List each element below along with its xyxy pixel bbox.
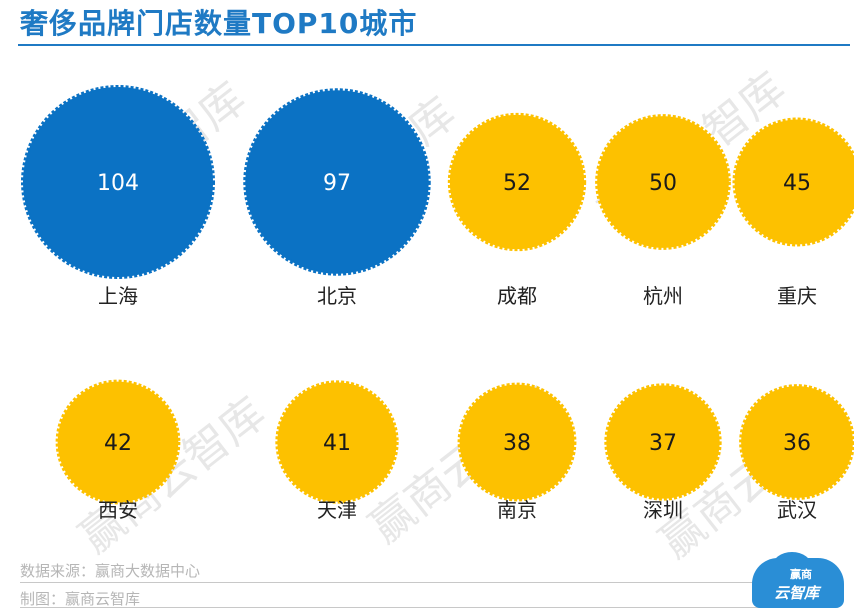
bubble-point: 45 重庆 [732, 117, 854, 308]
city-label: 天津 [317, 498, 357, 522]
bubble-chart: 104 上海 97 北京 52 成都 50 杭州 45 重庆 42 西安 41 天津 38 南京 37 深圳 36 武… [21, 85, 854, 522]
chart-maker-note: 制图：赢商云智库 [20, 590, 141, 608]
bubble-circle [447, 112, 587, 252]
bubble-circle [595, 114, 731, 250]
bubble-point: 36 武汉 [739, 384, 854, 522]
bubble-circle [21, 85, 215, 279]
bubble-value-label: 37 [649, 431, 677, 456]
city-label: 西安 [98, 498, 138, 522]
bubble-point: 97 北京 [243, 88, 431, 308]
bubble-circle [604, 383, 722, 501]
city-label: 成都 [497, 284, 537, 308]
footer-divider [20, 582, 825, 583]
bubble-circle [243, 88, 431, 276]
data-source-note: 数据来源：赢商大数据中心 [20, 562, 201, 580]
bubble-value-label: 52 [503, 171, 531, 196]
city-label: 深圳 [643, 498, 683, 522]
city-label: 杭州 [643, 284, 683, 308]
bubble-value-label: 38 [503, 431, 531, 456]
logo-cloud-shape [752, 558, 844, 608]
city-label: 南京 [497, 498, 537, 522]
bubble-value-label: 50 [649, 171, 677, 196]
bubble-point: 38 南京 [457, 382, 577, 522]
bubble-point: 50 杭州 [595, 114, 731, 308]
bubble-point: 41 天津 [275, 380, 399, 522]
bubble-point: 104 上海 [21, 85, 215, 308]
bubble-point: 52 成都 [447, 112, 587, 308]
logo-text: 赢商 [790, 568, 812, 581]
city-label: 北京 [317, 284, 357, 308]
city-label: 重庆 [777, 284, 817, 308]
city-label: 武汉 [777, 498, 817, 522]
bubble-value-label: 42 [104, 431, 132, 456]
bubble-point: 42 西安 [55, 379, 181, 522]
title-divider [18, 44, 850, 46]
bubble-value-label: 36 [783, 431, 811, 456]
bubble-value-label: 97 [323, 171, 351, 196]
chart-title: 奢侈品牌门店数量TOP10城市 [20, 7, 418, 40]
bubble-value-label: 104 [97, 171, 139, 196]
bubble-circle [55, 379, 181, 505]
bubble-circle [732, 117, 854, 247]
brand-logo: 赢商 云智库 [752, 552, 844, 608]
bubble-value-label: 41 [323, 431, 351, 456]
bubble-circle [739, 384, 854, 500]
bubble-circle [275, 380, 399, 504]
city-label: 上海 [98, 284, 138, 308]
bubble-value-label: 45 [783, 171, 811, 196]
bubble-point: 37 深圳 [604, 383, 722, 522]
bubble-circle [457, 382, 577, 502]
logo-text: 云智库 [774, 584, 820, 602]
